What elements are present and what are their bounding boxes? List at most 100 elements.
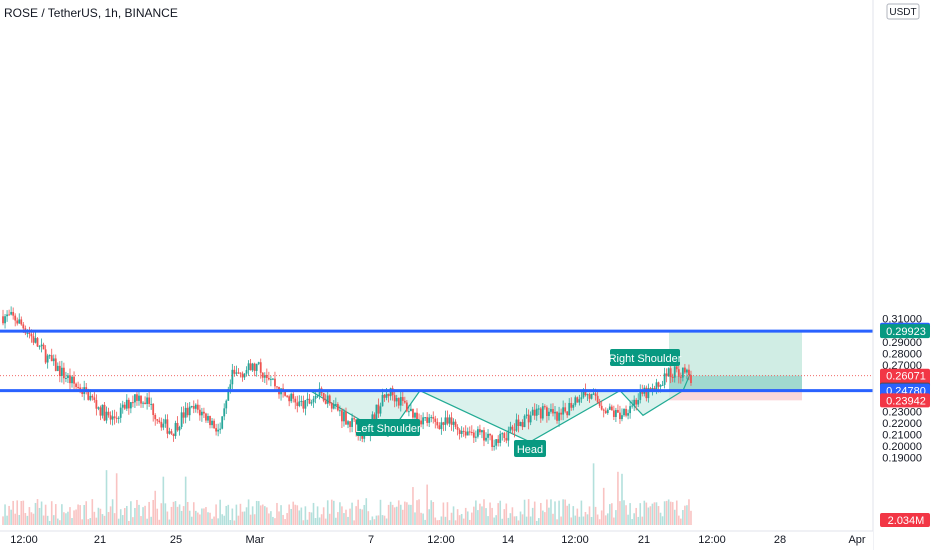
candle-body xyxy=(251,363,254,371)
horizontal-levels[interactable] xyxy=(0,329,873,393)
candle-body xyxy=(432,417,435,419)
candle-body xyxy=(306,398,309,401)
volume-bar xyxy=(237,515,240,525)
volume-bar xyxy=(609,504,611,525)
volume-bar xyxy=(454,520,457,525)
candle-body xyxy=(338,410,341,412)
volume-bar xyxy=(136,499,138,525)
open-profit-zone xyxy=(669,375,802,390)
volume-bar xyxy=(217,518,219,525)
volume-bar xyxy=(67,511,69,525)
volume-bar xyxy=(377,515,380,525)
price-tick: 0.31000 xyxy=(882,314,922,326)
candle-body xyxy=(527,414,530,423)
volume-bar xyxy=(54,504,57,525)
volume-bar xyxy=(505,503,508,525)
candle-body xyxy=(531,409,534,416)
price-tick: 0.23000 xyxy=(882,406,922,418)
candle-body xyxy=(131,402,134,404)
volume-bar xyxy=(594,506,597,525)
candle-body xyxy=(239,372,242,374)
candle-body xyxy=(497,439,500,443)
candle-body xyxy=(71,376,73,384)
candle-body xyxy=(606,409,609,414)
volume-bar xyxy=(239,503,242,525)
volume-bar xyxy=(611,503,613,525)
volume-bar xyxy=(615,510,617,525)
candle-body xyxy=(454,421,457,427)
volume-bar xyxy=(572,506,575,525)
candle-body xyxy=(659,385,662,387)
currency-badge-box[interactable] xyxy=(886,3,920,20)
volume-bar xyxy=(223,515,226,525)
candle-body xyxy=(586,394,589,396)
candle-body xyxy=(95,400,98,409)
candle-body xyxy=(223,408,226,417)
candle-body xyxy=(474,436,477,438)
volume-bar xyxy=(560,516,562,525)
candle-body xyxy=(645,387,648,399)
volume-bar xyxy=(631,519,633,525)
volume-bar xyxy=(515,516,518,525)
volume-bar xyxy=(487,516,489,525)
candle-body xyxy=(535,408,538,416)
volume-bar xyxy=(667,499,670,525)
candle-body xyxy=(115,417,118,419)
price-tick: 0.21000 xyxy=(882,429,922,441)
candle-body xyxy=(371,414,374,423)
volume-bar xyxy=(272,516,274,525)
volume-label-text: 2.034M xyxy=(888,515,925,527)
candle-body xyxy=(649,388,652,390)
volume-bar xyxy=(71,518,73,525)
volume-bar xyxy=(257,501,260,525)
volume-bar xyxy=(46,515,49,525)
volume-bar xyxy=(513,516,516,525)
candle-body xyxy=(468,431,471,433)
volume-bar xyxy=(199,514,201,525)
volume-bar xyxy=(525,516,528,525)
volume-bar xyxy=(404,501,406,525)
candle-body xyxy=(466,431,469,436)
candle-body xyxy=(476,429,479,437)
volume-bar xyxy=(452,506,455,525)
candle-body xyxy=(310,402,313,404)
volume-bar xyxy=(69,507,71,525)
candle-body xyxy=(290,393,293,402)
volume-bar xyxy=(373,519,376,525)
candle-body xyxy=(582,389,585,398)
volume-bar xyxy=(24,512,27,525)
volume-bar xyxy=(160,503,163,525)
candle-body xyxy=(505,438,508,441)
candle-body xyxy=(584,389,587,396)
volume-bar xyxy=(164,503,167,525)
volume-bar xyxy=(20,501,23,525)
candle-body xyxy=(211,420,213,426)
volume-bar xyxy=(337,512,339,525)
volume-bar xyxy=(264,506,266,525)
candle-body xyxy=(576,397,579,403)
candle-body xyxy=(416,412,418,420)
candle-body xyxy=(160,421,163,428)
candle-body xyxy=(103,404,106,421)
volume-bar xyxy=(288,504,290,525)
price-axis-bg xyxy=(873,0,932,550)
volume-bar xyxy=(30,512,33,525)
volume-bar xyxy=(95,517,98,525)
volume-bar xyxy=(397,500,400,525)
candle-body xyxy=(521,422,524,428)
volume-bar xyxy=(300,507,303,525)
candle-body xyxy=(296,402,299,406)
candle-body xyxy=(30,334,33,337)
currency-badge[interactable]: USDT xyxy=(886,3,920,20)
stop-price-label-text: 0.23942 xyxy=(886,395,926,407)
candle-body xyxy=(152,403,155,415)
candle-body xyxy=(578,399,581,403)
volume-bar xyxy=(495,515,497,525)
candle-body xyxy=(308,398,311,404)
candle-body xyxy=(541,406,544,419)
volume-bar xyxy=(318,517,321,525)
volume-bar xyxy=(627,514,629,525)
volume-bar xyxy=(132,517,134,525)
